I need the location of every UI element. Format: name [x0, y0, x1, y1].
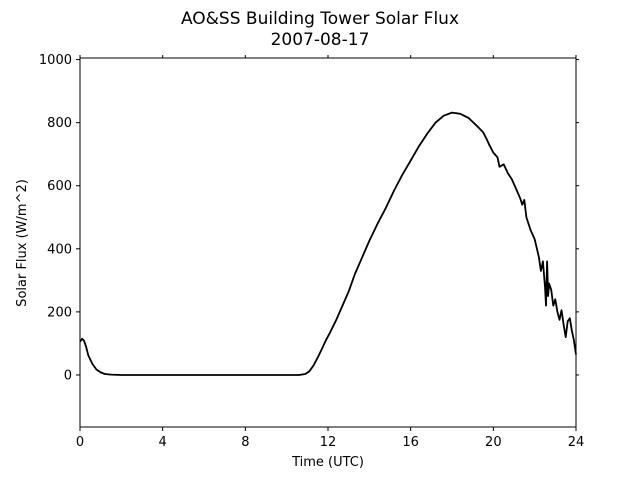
data-series [79, 111, 577, 376]
plot-frame [79, 57, 577, 428]
chart-title: AO&SS Building Tower Solar Flux [181, 9, 459, 29]
solar-flux-line [79, 111, 577, 376]
y-tick-label: 600 [47, 179, 72, 194]
x-tick-label: 16 [402, 435, 419, 450]
y-tick-label: 800 [47, 116, 72, 131]
x-tick-label: 24 [568, 435, 585, 450]
x-axis-label: Time (UTC) [291, 455, 364, 470]
x-tick-label: 8 [241, 435, 249, 450]
y-tick-label: 0 [64, 368, 72, 383]
x-tick-label: 20 [485, 435, 502, 450]
axis-ticks: 0 4 8 12 16 20 24 0 200 400 600 800 1000 [39, 53, 584, 450]
y-tick-label: 200 [47, 305, 72, 320]
x-tick-label: 12 [320, 435, 337, 450]
chart-subtitle: 2007-08-17 [271, 30, 370, 50]
y-tick-label: 1000 [39, 53, 72, 68]
x-tick-label: 0 [76, 435, 84, 450]
x-tick-label: 4 [159, 435, 167, 450]
y-tick-label: 400 [47, 242, 72, 257]
y-axis-label: Solar Flux (W/m^2) [15, 179, 30, 307]
